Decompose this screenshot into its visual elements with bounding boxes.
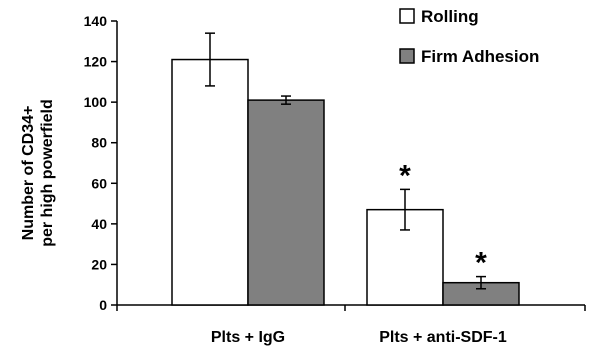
legend-label: Rolling bbox=[421, 7, 479, 26]
y-tick-label: 20 bbox=[91, 256, 107, 272]
bar-rolling-0 bbox=[171, 58, 249, 306]
y-tick-label: 40 bbox=[91, 216, 107, 232]
y-tick-label: 60 bbox=[91, 175, 107, 191]
legend-swatch bbox=[399, 8, 415, 24]
y-tick-label: 80 bbox=[91, 135, 107, 151]
bar-rolling-1 bbox=[366, 208, 444, 306]
category-labels: Plts + IgG Plts + anti-SDF-1 bbox=[211, 329, 507, 346]
legend-label: Firm Adhesion bbox=[421, 47, 539, 66]
significance-asterisk: * bbox=[475, 247, 487, 280]
y-ticks: 0 20 40 60 80 100 120 140 bbox=[84, 13, 117, 313]
error-bars bbox=[205, 32, 486, 290]
y-tick-label: 120 bbox=[84, 54, 108, 70]
y-axis-title: Number of CD34+ per high powerfield bbox=[20, 99, 56, 247]
category-label: Plts + anti-SDF-1 bbox=[379, 329, 507, 346]
bars bbox=[171, 58, 520, 306]
y-axis-title-line: per high powerfield bbox=[39, 99, 56, 247]
y-tick-label: 140 bbox=[84, 13, 108, 29]
y-tick-label: 100 bbox=[84, 94, 108, 110]
significance-asterisk: * bbox=[399, 159, 411, 192]
significance-markers: ** bbox=[399, 159, 487, 279]
y-axis-title-line: Number of CD34+ bbox=[20, 106, 37, 241]
legend-swatch bbox=[399, 48, 415, 64]
bar-firm-adhesion-0 bbox=[247, 99, 325, 306]
legend: Rolling Firm Adhesion bbox=[399, 7, 539, 66]
category-label: Plts + IgG bbox=[211, 329, 285, 346]
y-tick-label: 0 bbox=[99, 297, 107, 313]
